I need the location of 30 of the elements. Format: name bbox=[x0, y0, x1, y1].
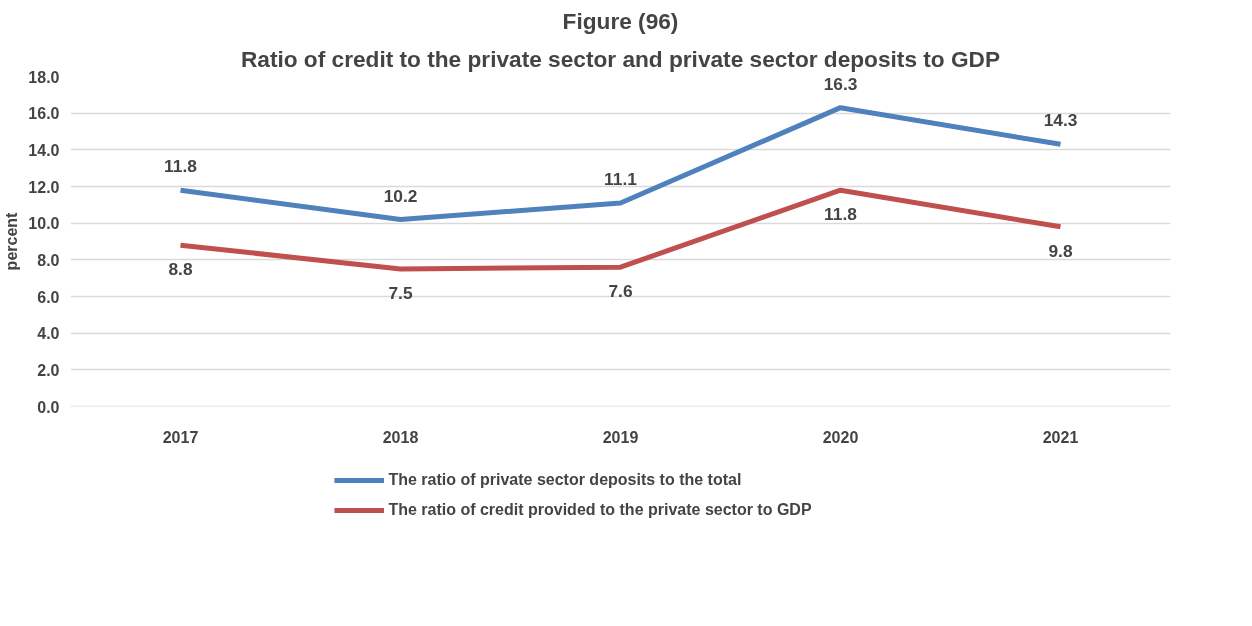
x-tick-label: 2018 bbox=[382, 428, 419, 446]
y-tick-label: 8.0 bbox=[37, 251, 60, 269]
y-tick-label: 14.0 bbox=[28, 141, 60, 159]
y-tick-label: 10.0 bbox=[28, 215, 60, 233]
data-label: 11.1 bbox=[604, 169, 638, 189]
y-tick-label: 12.0 bbox=[28, 178, 60, 196]
x-tick-label: 2017 bbox=[162, 428, 199, 446]
chart-subtitle: Ratio of credit to the private sector and private sector deposits to GDP bbox=[240, 45, 1001, 72]
x-tick-label: 2020 bbox=[822, 428, 859, 446]
data-label: 7.5 bbox=[388, 283, 413, 303]
y-tick-label: 6.0 bbox=[37, 288, 60, 306]
x-tick-label: 2021 bbox=[1042, 428, 1079, 446]
chart-title: Figure (96) bbox=[562, 7, 679, 34]
data-label: 11.8 bbox=[164, 156, 198, 177]
legend-label: The ratio of credit provided to the private sector to GDP bbox=[388, 501, 812, 519]
data-label: 8.8 bbox=[168, 259, 193, 280]
y-tick-label: 16.0 bbox=[28, 105, 60, 123]
data-label: 9.8 bbox=[1048, 240, 1073, 261]
data-label: 16.3 bbox=[823, 73, 858, 94]
data-label: 14.3 bbox=[1043, 110, 1078, 131]
x-tick-label: 2019 bbox=[602, 428, 639, 446]
y-axis-title: percent bbox=[3, 211, 21, 271]
y-tick-label: 0.0 bbox=[37, 398, 60, 416]
data-label: 7.6 bbox=[608, 281, 633, 302]
data-label: 11.8 bbox=[824, 204, 858, 225]
data-label: 10.2 bbox=[383, 185, 418, 206]
y-tick-label: 4.0 bbox=[37, 325, 60, 343]
y-tick-label: 18.0 bbox=[28, 68, 60, 86]
y-tick-label: 2.0 bbox=[37, 361, 60, 379]
legend-label: The ratio of private sector deposits to the total bbox=[388, 471, 742, 489]
